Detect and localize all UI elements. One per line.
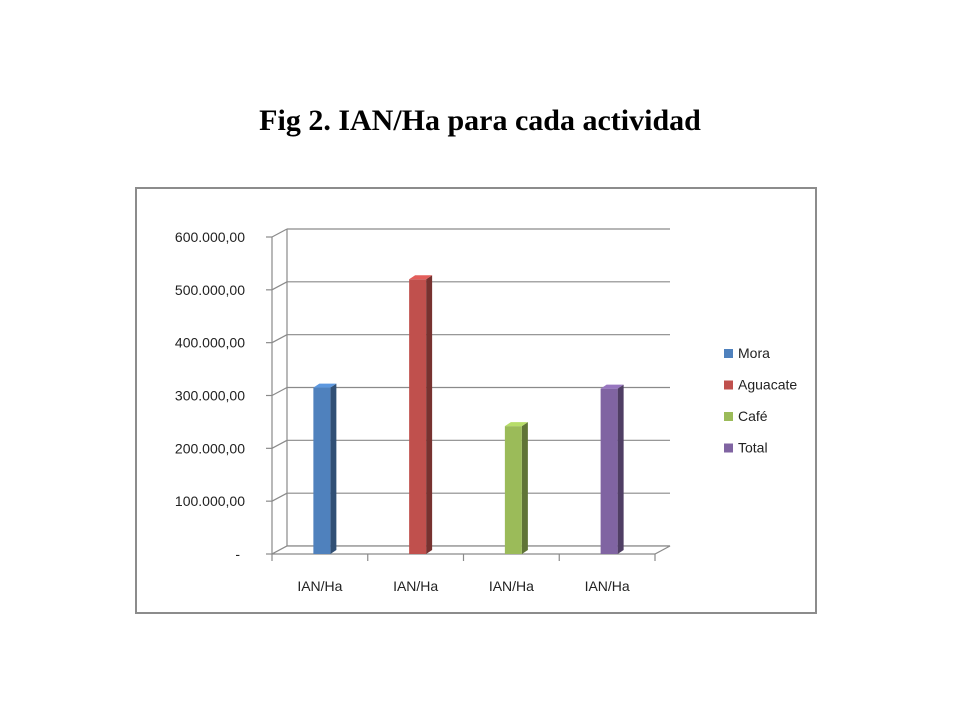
y-tick-label: 100.000,00 xyxy=(175,493,245,509)
legend: Mora Aguacate Café Total xyxy=(724,345,797,456)
legend-swatch xyxy=(724,412,733,421)
bar-caf- xyxy=(504,422,528,554)
legend-label: Aguacate xyxy=(738,377,797,393)
bar-top xyxy=(313,383,337,388)
bar-side xyxy=(426,275,433,554)
y-tick-label: 400.000,00 xyxy=(175,335,245,351)
legend-swatch xyxy=(724,380,733,390)
bar-front xyxy=(504,426,522,554)
bar-top xyxy=(600,384,624,389)
y-tick-label: 300.000,00 xyxy=(175,388,245,404)
legend-swatch xyxy=(724,349,733,358)
gridline-side xyxy=(271,228,288,238)
x-tick-label: IAN/Ha xyxy=(297,578,342,594)
bar-top xyxy=(409,275,433,280)
bar-front xyxy=(313,387,331,554)
chart-floor xyxy=(271,545,671,555)
bar-chart: - 100.000,00 200.000,00 300.000,00 400.000,0… xyxy=(175,228,797,594)
chart-frame: - 100.000,00 200.000,00 300.000,00 400.000,0… xyxy=(135,187,817,614)
gridline-side xyxy=(271,281,288,291)
bar-front xyxy=(409,279,427,554)
gridline-side xyxy=(271,386,288,397)
x-tick-labels: IAN/Ha IAN/Ha IAN/Ha IAN/Ha xyxy=(297,578,630,594)
y-tick-label: 500.000,00 xyxy=(175,282,245,298)
bar-side xyxy=(617,384,624,554)
y-tick-label: 600.000,00 xyxy=(175,229,245,245)
x-tick-label: IAN/Ha xyxy=(585,578,630,594)
legend-swatch xyxy=(724,443,733,453)
bar-total xyxy=(600,384,624,554)
gridline-side xyxy=(271,492,288,502)
slide-title: Fig 2. IAN/Ha para cada actividad xyxy=(259,104,701,137)
bar-side xyxy=(330,383,337,554)
x-tick-label: IAN/Ha xyxy=(393,578,438,594)
y-tick-label: - xyxy=(235,546,240,562)
y-tick-labels: - 100.000,00 200.000,00 300.000,00 400.000,0… xyxy=(175,229,245,562)
bars xyxy=(313,275,624,554)
bar-front xyxy=(600,388,618,554)
legend-label: Mora xyxy=(738,345,770,361)
bar-top xyxy=(504,422,528,427)
y-tick-label: 200.000,00 xyxy=(175,440,245,456)
gridline-side xyxy=(271,439,288,449)
bar-aguacate xyxy=(409,275,433,554)
bar-side xyxy=(521,422,528,554)
legend-label: Total xyxy=(738,440,768,456)
legend-label: Café xyxy=(738,408,768,424)
bar-mora xyxy=(313,383,337,554)
gridline-side xyxy=(271,334,288,344)
x-tick-label: IAN/Ha xyxy=(489,578,534,594)
